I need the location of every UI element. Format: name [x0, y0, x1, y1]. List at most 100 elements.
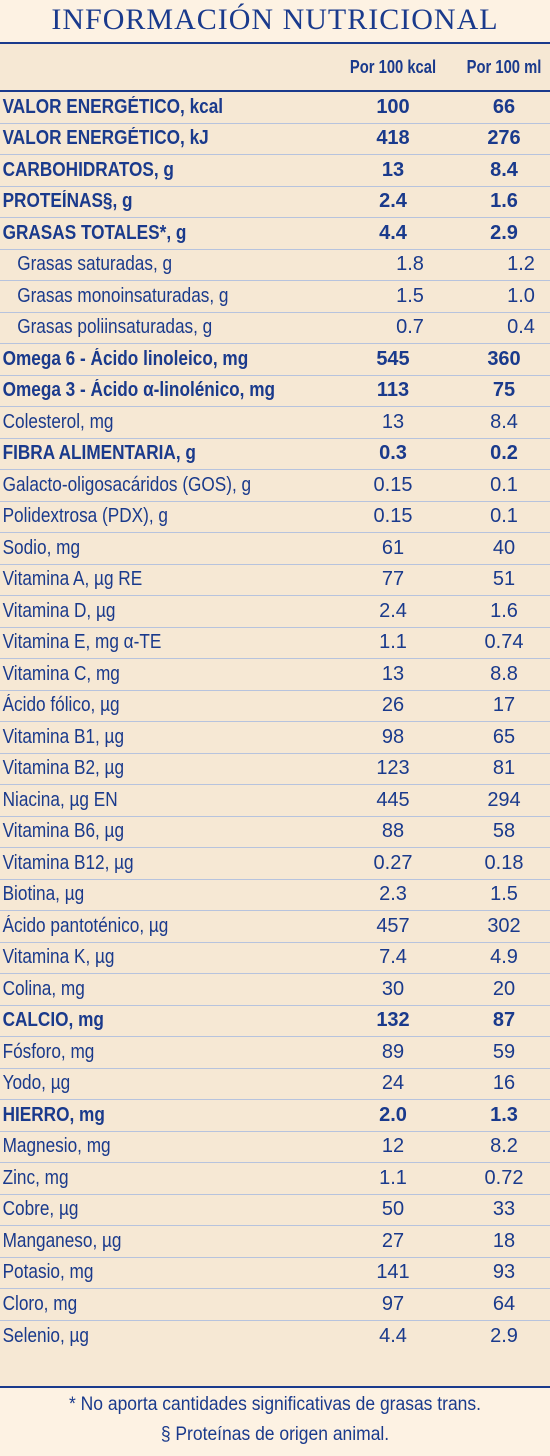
table-row: Vitamina A, µg RE 77 51 [0, 565, 550, 596]
table-row: Cloro, mg 97 64 [0, 1289, 550, 1321]
value-per-100-ml: 33 [492, 1198, 516, 1221]
value-per-100-kcal: 113 [376, 379, 410, 402]
nutrient-name: Vitamina B12, µg [2, 851, 134, 874]
value-per-100-kcal: 0.7 [396, 316, 424, 339]
value-per-100-kcal: 0.3 [379, 442, 407, 465]
nutrient-name: Vitamina K, µg [2, 946, 115, 969]
table-header: Por 100 kcal Por 100 ml [0, 44, 550, 92]
value-per-100-ml: 276 [487, 127, 521, 150]
nutrient-name: Selenio, µg [2, 1324, 89, 1347]
nutrient-name: Vitamina B1, µg [2, 725, 125, 748]
nutrient-name: Colesterol, mg [2, 410, 114, 433]
table-body: VALOR ENERGÉTICO, kcal 100 66 VALOR ENERGÉT… [0, 92, 550, 1352]
nutrient-name: Cloro, mg [2, 1292, 78, 1315]
nutrient-name: Colina, mg [2, 977, 85, 1000]
nutrient-name: Biotina, µg [2, 883, 85, 906]
value-per-100-ml: 0.4 [507, 316, 535, 339]
value-per-100-kcal: 26 [381, 694, 405, 717]
table-row: Grasas poliinsaturadas, g 0.7 0.4 [0, 313, 550, 344]
nutrient-name: VALOR ENERGÉTICO, kcal [2, 95, 224, 118]
value-per-100-ml: 17 [492, 694, 516, 717]
value-per-100-ml: 0.2 [490, 442, 518, 465]
value-per-100-ml: 40 [492, 536, 516, 559]
table-row: Cobre, µg 50 33 [0, 1195, 550, 1226]
footnote-protein-origin: § Proteínas de origen animal. [160, 1424, 390, 1445]
table-row: Selenio, µg 4.4 2.9 [0, 1321, 550, 1353]
value-per-100-kcal: 0.15 [373, 505, 413, 528]
value-per-100-kcal: 545 [376, 347, 410, 370]
table-row: Vitamina D, µg 2.4 1.6 [0, 596, 550, 628]
value-per-100-kcal: 1.5 [396, 284, 424, 307]
value-per-100-ml: 1.0 [507, 284, 535, 307]
value-per-100-ml: 0.18 [484, 851, 524, 874]
value-per-100-kcal: 7.4 [379, 946, 407, 969]
value-per-100-kcal: 4.4 [379, 1324, 407, 1347]
table-row: FIBRA ALIMENTARIA, g 0.3 0.2 [0, 439, 550, 470]
nutrient-name: Yodo, µg [2, 1072, 71, 1095]
table-row: CALCIO, mg 132 87 [0, 1006, 550, 1037]
value-per-100-kcal: 1.1 [379, 631, 407, 654]
nutrient-name: FIBRA ALIMENTARIA, g [2, 442, 196, 465]
column-header-per-ml: Por 100 ml [466, 56, 542, 77]
value-per-100-kcal: 50 [381, 1198, 405, 1221]
value-per-100-ml: 294 [487, 788, 521, 811]
nutrient-name: GRASAS TOTALES*, g [2, 221, 187, 244]
nutrient-name: Omega 6 - Ácido linoleico, mg [2, 347, 249, 370]
table-row: Fósforo, mg 89 59 [0, 1037, 550, 1069]
value-per-100-ml: 58 [492, 820, 516, 843]
value-per-100-kcal: 2.4 [379, 599, 407, 622]
table-row: Yodo, µg 24 16 [0, 1069, 550, 1100]
value-per-100-kcal: 132 [376, 1009, 410, 1032]
nutrient-name: Potasio, mg [2, 1261, 94, 1284]
value-per-100-ml: 0.1 [490, 473, 518, 496]
nutrient-name: VALOR ENERGÉTICO, kJ [2, 127, 209, 150]
column-header-per-kcal: Por 100 kcal [349, 56, 437, 77]
value-per-100-ml: 4.9 [490, 946, 518, 969]
value-per-100-ml: 64 [492, 1292, 516, 1315]
table-row: Vitamina E, mg α-TE 1.1 0.74 [0, 628, 550, 659]
value-per-100-ml: 0.1 [490, 505, 518, 528]
value-per-100-kcal: 13 [381, 158, 405, 181]
value-per-100-ml: 1.6 [490, 599, 518, 622]
value-per-100-ml: 93 [492, 1261, 516, 1284]
table-row: Galacto-oligosacáridos (GOS), g 0.15 0.1 [0, 470, 550, 502]
value-per-100-kcal: 77 [381, 568, 405, 591]
table-row: Vitamina C, mg 13 8.8 [0, 659, 550, 691]
value-per-100-ml: 16 [492, 1072, 516, 1095]
value-per-100-kcal: 0.27 [373, 851, 413, 874]
table-row: Vitamina B1, µg 98 65 [0, 722, 550, 754]
value-per-100-kcal: 27 [381, 1229, 405, 1252]
value-per-100-ml: 66 [492, 95, 516, 118]
value-per-100-kcal: 1.8 [396, 253, 424, 276]
nutrient-name: Vitamina D, µg [2, 599, 116, 622]
value-per-100-kcal: 98 [381, 725, 405, 748]
nutrient-name: Zinc, mg [2, 1166, 69, 1189]
table-row: Colesterol, mg 13 8.4 [0, 407, 550, 439]
value-per-100-ml: 360 [487, 347, 521, 370]
value-per-100-kcal: 418 [376, 127, 410, 150]
nutrient-name: Manganeso, µg [2, 1229, 122, 1252]
value-per-100-ml: 2.9 [490, 1324, 518, 1347]
value-per-100-ml: 0.74 [484, 631, 524, 654]
nutrient-name: HIERRO, mg [2, 1103, 105, 1126]
value-per-100-ml: 8.4 [490, 410, 518, 433]
footnotes: * No aporta cantidades significativas de… [0, 1390, 550, 1450]
table-row: Polidextrosa (PDX), g 0.15 0.1 [0, 502, 550, 533]
value-per-100-ml: 20 [492, 977, 516, 1000]
value-per-100-kcal: 457 [376, 914, 410, 937]
table-row: Vitamina B12, µg 0.27 0.18 [0, 848, 550, 880]
nutrient-name: Vitamina B2, µg [2, 757, 125, 780]
value-per-100-ml: 1.6 [490, 190, 518, 213]
nutrient-name: Fósforo, mg [2, 1040, 95, 1063]
value-per-100-kcal: 13 [381, 410, 405, 433]
table-row: GRASAS TOTALES*, g 4.4 2.9 [0, 218, 550, 250]
nutrient-name: CARBOHIDRATOS, g [2, 158, 174, 181]
nutrient-name: Ácido fólico, µg [2, 694, 120, 717]
nutrient-name: Vitamina E, mg α-TE [2, 631, 162, 654]
nutrient-name: Galacto-oligosacáridos (GOS), g [2, 473, 252, 496]
value-per-100-ml: 87 [492, 1009, 516, 1032]
table-row: Biotina, µg 2.3 1.5 [0, 880, 550, 911]
value-per-100-kcal: 2.4 [379, 190, 407, 213]
footnote-trans-fat: * No aporta cantidades significativas de… [69, 1394, 481, 1415]
nutrient-name: Grasas poliinsaturadas, g [17, 316, 213, 339]
